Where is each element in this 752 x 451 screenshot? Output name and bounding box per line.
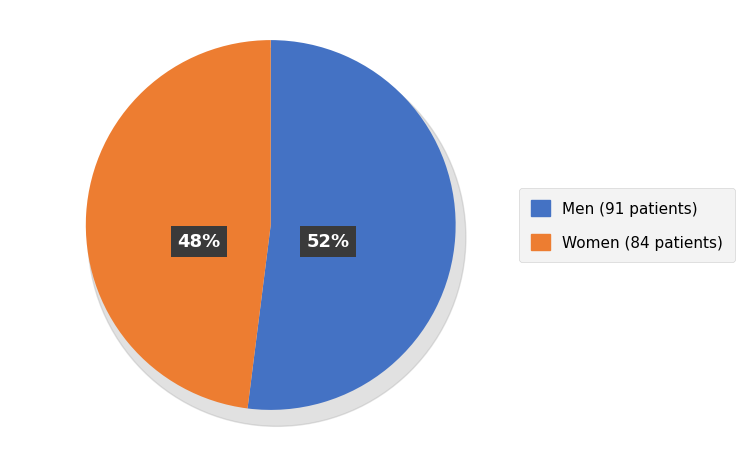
- Text: 48%: 48%: [177, 233, 220, 251]
- Wedge shape: [247, 41, 456, 410]
- Wedge shape: [86, 41, 271, 409]
- Legend: Men (91 patients), Women (84 patients): Men (91 patients), Women (84 patients): [519, 188, 735, 263]
- Text: 52%: 52%: [307, 233, 350, 251]
- Circle shape: [88, 49, 466, 426]
